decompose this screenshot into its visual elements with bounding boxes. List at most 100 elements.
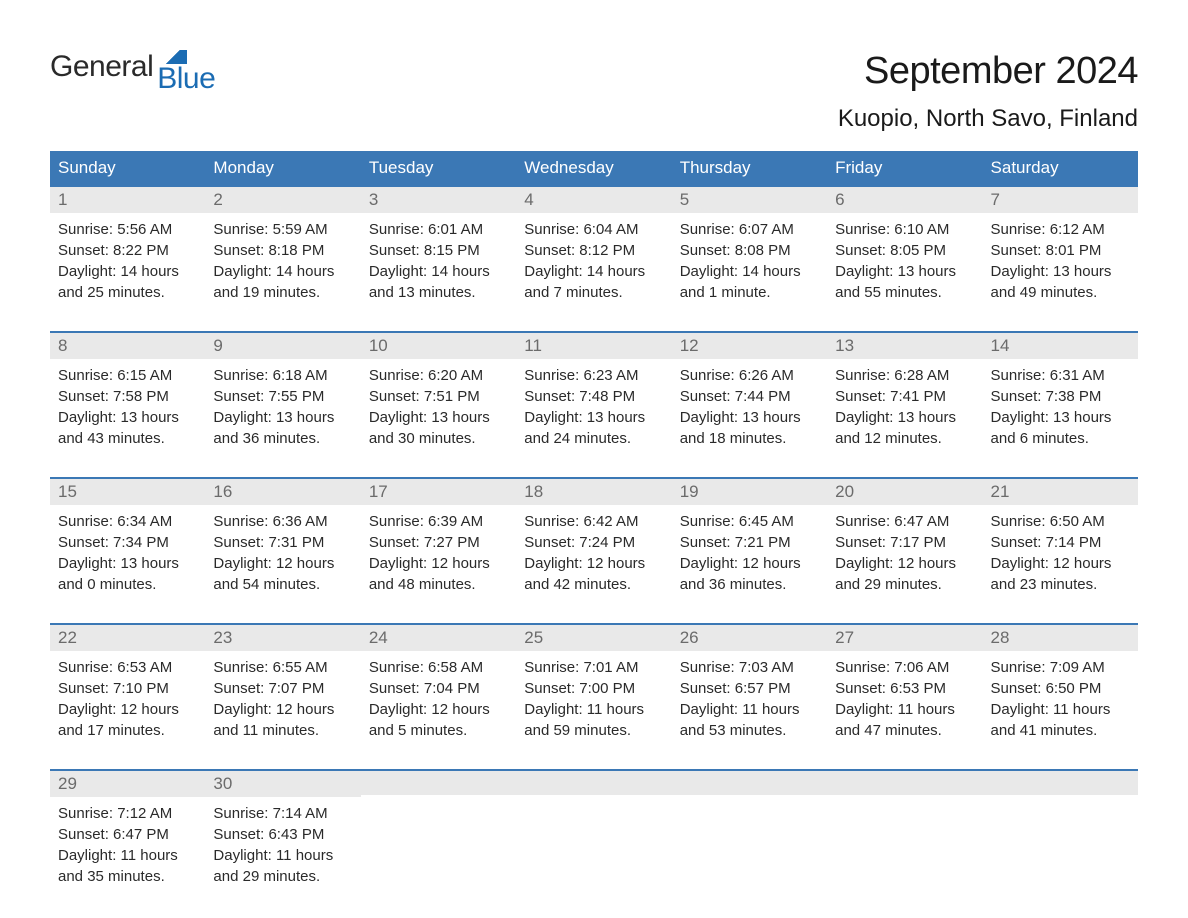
weekday-header: Thursday [672,151,827,185]
day-dl2-text: and 17 minutes. [58,720,197,741]
day-number: 5 [672,187,827,213]
day-dl1-text: Daylight: 13 hours [991,407,1130,428]
day-sunset-text: Sunset: 7:27 PM [369,532,508,553]
day-dl2-text: and 35 minutes. [58,866,197,887]
logo-blue-block: Blue [157,50,215,96]
day-dl1-text: Daylight: 13 hours [991,261,1130,282]
day-sunrise-text: Sunrise: 5:59 AM [213,219,352,240]
day-sunrise-text: Sunrise: 7:09 AM [991,657,1130,678]
day-sunrise-text: Sunrise: 6:07 AM [680,219,819,240]
calendar-cell: 13Sunrise: 6:28 AMSunset: 7:41 PMDayligh… [827,331,982,477]
day-sunrise-text: Sunrise: 5:56 AM [58,219,197,240]
empty-day-bar [361,771,516,795]
day-number: 8 [50,333,205,359]
day-dl1-text: Daylight: 13 hours [835,261,974,282]
day-sunset-text: Sunset: 6:53 PM [835,678,974,699]
day-details: Sunrise: 6:04 AMSunset: 8:12 PMDaylight:… [516,213,671,303]
day-dl2-text: and 13 minutes. [369,282,508,303]
day-cell: 25Sunrise: 7:01 AMSunset: 7:00 PMDayligh… [516,623,671,769]
calendar-cell: 25Sunrise: 7:01 AMSunset: 7:00 PMDayligh… [516,623,671,769]
calendar-cell: 5Sunrise: 6:07 AMSunset: 8:08 PMDaylight… [672,185,827,331]
day-cell: 15Sunrise: 6:34 AMSunset: 7:34 PMDayligh… [50,477,205,623]
day-details: Sunrise: 6:28 AMSunset: 7:41 PMDaylight:… [827,359,982,449]
day-cell: 13Sunrise: 6:28 AMSunset: 7:41 PMDayligh… [827,331,982,477]
day-number: 17 [361,479,516,505]
day-details: Sunrise: 7:06 AMSunset: 6:53 PMDaylight:… [827,651,982,741]
day-cell: 3Sunrise: 6:01 AMSunset: 8:15 PMDaylight… [361,185,516,331]
day-dl2-text: and 47 minutes. [835,720,974,741]
calendar-cell: 6Sunrise: 6:10 AMSunset: 8:05 PMDaylight… [827,185,982,331]
day-sunset-text: Sunset: 6:50 PM [991,678,1130,699]
day-sunrise-text: Sunrise: 6:26 AM [680,365,819,386]
calendar-cell: 9Sunrise: 6:18 AMSunset: 7:55 PMDaylight… [205,331,360,477]
calendar-cell: 4Sunrise: 6:04 AMSunset: 8:12 PMDaylight… [516,185,671,331]
day-number: 23 [205,625,360,651]
day-dl1-text: Daylight: 11 hours [58,845,197,866]
day-sunrise-text: Sunrise: 6:45 AM [680,511,819,532]
day-dl2-text: and 48 minutes. [369,574,508,595]
day-details: Sunrise: 7:12 AMSunset: 6:47 PMDaylight:… [50,797,205,887]
calendar-week-row: 22Sunrise: 6:53 AMSunset: 7:10 PMDayligh… [50,623,1138,769]
day-sunset-text: Sunset: 7:07 PM [213,678,352,699]
day-dl2-text: and 6 minutes. [991,428,1130,449]
day-dl1-text: Daylight: 13 hours [58,407,197,428]
calendar-cell: 28Sunrise: 7:09 AMSunset: 6:50 PMDayligh… [983,623,1138,769]
day-dl1-text: Daylight: 13 hours [369,407,508,428]
day-dl1-text: Daylight: 12 hours [369,699,508,720]
day-sunset-text: Sunset: 8:01 PM [991,240,1130,261]
day-sunset-text: Sunset: 8:08 PM [680,240,819,261]
day-number: 27 [827,625,982,651]
day-sunset-text: Sunset: 7:38 PM [991,386,1130,407]
day-dl2-text: and 25 minutes. [58,282,197,303]
day-sunset-text: Sunset: 7:04 PM [369,678,508,699]
weekday-header: Friday [827,151,982,185]
day-sunrise-text: Sunrise: 6:18 AM [213,365,352,386]
day-cell: 10Sunrise: 6:20 AMSunset: 7:51 PMDayligh… [361,331,516,477]
day-number: 28 [983,625,1138,651]
day-sunset-text: Sunset: 7:34 PM [58,532,197,553]
day-cell: 14Sunrise: 6:31 AMSunset: 7:38 PMDayligh… [983,331,1138,477]
day-cell: 11Sunrise: 6:23 AMSunset: 7:48 PMDayligh… [516,331,671,477]
day-cell: 4Sunrise: 6:04 AMSunset: 8:12 PMDaylight… [516,185,671,331]
day-cell: 5Sunrise: 6:07 AMSunset: 8:08 PMDaylight… [672,185,827,331]
day-cell: 2Sunrise: 5:59 AMSunset: 8:18 PMDaylight… [205,185,360,331]
day-details: Sunrise: 6:31 AMSunset: 7:38 PMDaylight:… [983,359,1138,449]
day-sunrise-text: Sunrise: 6:36 AM [213,511,352,532]
day-cell [672,769,827,823]
day-dl2-text: and 36 minutes. [680,574,819,595]
logo-text-blue: Blue [157,62,215,96]
day-number: 15 [50,479,205,505]
day-dl1-text: Daylight: 12 hours [680,553,819,574]
weekday-header: Sunday [50,151,205,185]
day-details: Sunrise: 6:45 AMSunset: 7:21 PMDaylight:… [672,505,827,595]
day-dl1-text: Daylight: 12 hours [991,553,1130,574]
day-details: Sunrise: 6:39 AMSunset: 7:27 PMDaylight:… [361,505,516,595]
day-sunset-text: Sunset: 7:55 PM [213,386,352,407]
calendar-cell: 26Sunrise: 7:03 AMSunset: 6:57 PMDayligh… [672,623,827,769]
empty-day-bar [672,771,827,795]
day-sunrise-text: Sunrise: 6:01 AM [369,219,508,240]
day-details: Sunrise: 7:01 AMSunset: 7:00 PMDaylight:… [516,651,671,741]
day-dl2-text: and 11 minutes. [213,720,352,741]
day-cell: 28Sunrise: 7:09 AMSunset: 6:50 PMDayligh… [983,623,1138,769]
day-dl1-text: Daylight: 13 hours [680,407,819,428]
empty-day-bar [827,771,982,795]
day-sunrise-text: Sunrise: 6:34 AM [58,511,197,532]
day-dl2-text: and 12 minutes. [835,428,974,449]
calendar-cell: 19Sunrise: 6:45 AMSunset: 7:21 PMDayligh… [672,477,827,623]
calendar-cell: 22Sunrise: 6:53 AMSunset: 7:10 PMDayligh… [50,623,205,769]
day-details: Sunrise: 6:07 AMSunset: 8:08 PMDaylight:… [672,213,827,303]
day-number: 19 [672,479,827,505]
day-number: 20 [827,479,982,505]
day-dl1-text: Daylight: 14 hours [524,261,663,282]
day-cell: 30Sunrise: 7:14 AMSunset: 6:43 PMDayligh… [205,769,360,915]
day-details: Sunrise: 6:42 AMSunset: 7:24 PMDaylight:… [516,505,671,595]
calendar-week-row: 15 Sunrise: 6:34 AMSunset: 7:34 PM Dayligh… [50,477,1138,623]
day-dl2-text: and 5 minutes. [369,720,508,741]
calendar-cell: 16Sunrise: 6:36 AMSunset: 7:31 PMDayligh… [205,477,360,623]
calendar-cell: 23Sunrise: 6:55 AMSunset: 7:07 PMDayligh… [205,623,360,769]
day-cell: 29Sunrise: 7:12 AMSunset: 6:47 PMDayligh… [50,769,205,915]
empty-day-bar [983,771,1138,795]
calendar-cell: 18Sunrise: 6:42 AMSunset: 7:24 PMDayligh… [516,477,671,623]
calendar-cell: 15Sunrise: 6:34 AMSunset: 7:34 PMDayligh… [50,477,205,623]
